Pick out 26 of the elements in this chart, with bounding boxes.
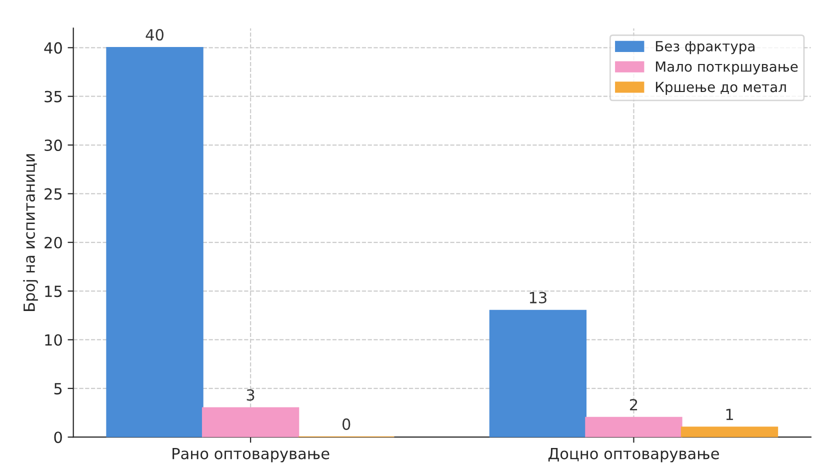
x-tick-label: Рано оптоварување bbox=[172, 448, 330, 462]
x-tick-label: Доцно оптоварување bbox=[548, 448, 719, 462]
y-tick-label: 20 bbox=[44, 236, 62, 248]
data-label: 3 bbox=[246, 389, 254, 401]
y-tick-label: 5 bbox=[54, 383, 62, 394]
data-label: 1 bbox=[726, 408, 733, 420]
y-tick-label: 0 bbox=[54, 432, 62, 444]
data-label: 0 bbox=[342, 418, 350, 430]
y-tick-label: 30 bbox=[44, 139, 62, 152]
data-label: 13 bbox=[530, 292, 546, 304]
legend-label: Без фрактура bbox=[656, 41, 754, 54]
legend-label: Кршење до метал bbox=[656, 82, 786, 95]
y-tick-label: 40 bbox=[44, 42, 62, 54]
y-tick-label: 10 bbox=[45, 334, 62, 346]
legend-label: Мало поткршување bbox=[656, 62, 798, 75]
data-label: 2 bbox=[630, 398, 638, 410]
bar bbox=[202, 407, 300, 438]
y-axis-title: Број на испитаници bbox=[23, 154, 38, 311]
data-label: 40 bbox=[146, 28, 164, 41]
bar bbox=[585, 416, 682, 438]
bar bbox=[489, 310, 587, 438]
bar bbox=[106, 46, 204, 438]
y-tick-label: 35 bbox=[44, 90, 62, 102]
y-tick-label: 15 bbox=[45, 286, 62, 298]
y-tick-label: 25 bbox=[44, 188, 62, 200]
bar bbox=[680, 426, 778, 438]
